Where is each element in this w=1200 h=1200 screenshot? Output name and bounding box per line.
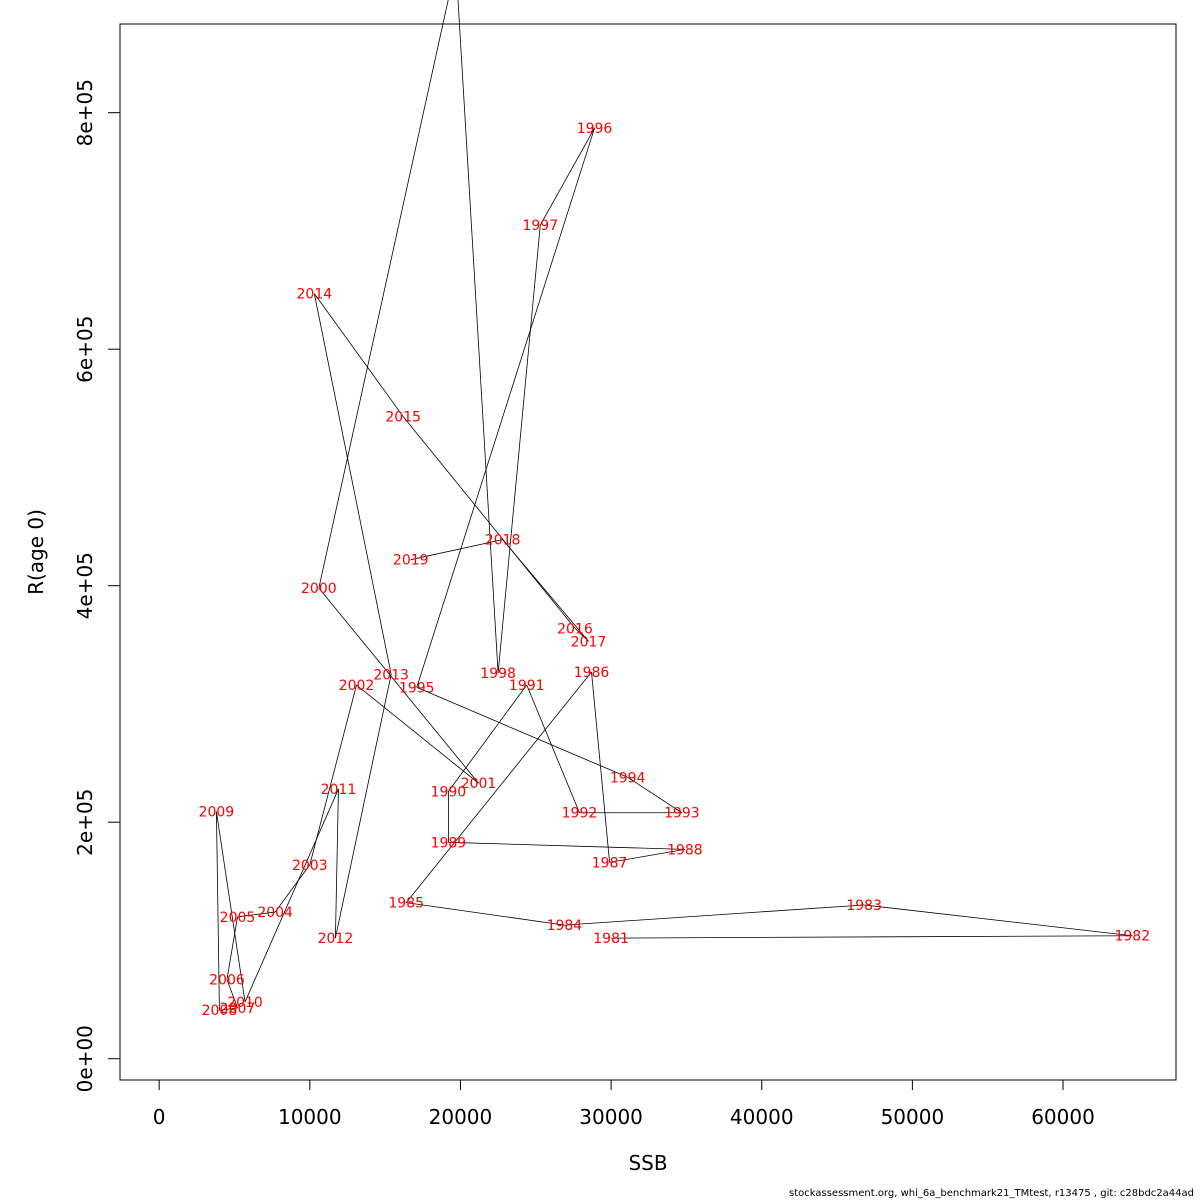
point-label: 2013	[373, 667, 409, 683]
series-segment	[611, 935, 1133, 939]
point-label: 2015	[385, 410, 421, 426]
point-label: 2001	[461, 776, 497, 792]
x-tick-label: 10000	[278, 1105, 342, 1129]
point-label: 1998	[480, 666, 516, 682]
point-label: 2007	[220, 1001, 256, 1017]
series-segment	[406, 902, 565, 926]
plot-frame	[119, 23, 1177, 1081]
point-label: 1993	[664, 806, 700, 822]
y-tick-label: 0e+00	[73, 1025, 97, 1092]
x-tick-label: 20000	[429, 1105, 493, 1129]
series-segment	[237, 911, 276, 918]
x-tick-label: 30000	[579, 1105, 643, 1129]
point-label: 2004	[257, 905, 293, 921]
series-segment	[410, 539, 503, 561]
series-segment	[274, 864, 311, 913]
series-segment	[402, 416, 576, 629]
footer-note: stockassessment.org, whi_6a_benchmark21_…	[789, 1188, 1194, 1199]
point-label: 2008	[202, 1003, 238, 1019]
point-labels: 1981 1982 1983 1984 1985 1986 1987 1988 1989 1990…	[199, 121, 1151, 1019]
point-label: 1995	[399, 680, 435, 696]
point-label: 1988	[667, 842, 703, 858]
point-label: 1997	[522, 218, 558, 234]
series-segment	[405, 671, 592, 903]
series-segment	[226, 979, 238, 1009]
point-label: 1991	[509, 678, 545, 694]
x-tick-label: 60000	[1031, 1105, 1095, 1129]
series-segment	[356, 684, 479, 784]
series-segment	[526, 684, 580, 813]
series-segment	[226, 916, 238, 980]
series-segment	[335, 789, 339, 939]
series-segment	[318, 0, 449, 589]
series-segment	[457, 0, 499, 674]
point-label: 2014	[297, 287, 333, 303]
point-label: 2011	[321, 782, 357, 798]
point-label: 1994	[610, 770, 646, 786]
point-label: 1984	[547, 918, 583, 934]
point-label: 1996	[577, 121, 613, 137]
x-tick-label: 50000	[881, 1105, 945, 1129]
series-segment	[864, 904, 1133, 937]
series-segment	[627, 776, 683, 814]
point-label: 1983	[846, 898, 882, 914]
series-segment	[497, 224, 541, 674]
point-label: 2019	[393, 553, 429, 569]
point-label: 1982	[1114, 929, 1150, 945]
point-label: 1986	[574, 665, 610, 681]
series-segment	[219, 1007, 238, 1011]
x-tick-label: 0	[153, 1105, 166, 1129]
point-label: 1989	[431, 835, 467, 851]
point-label: 2006	[209, 972, 245, 988]
series-segment	[216, 811, 220, 1011]
series-segment	[216, 811, 246, 1003]
x-tick-label: 40000	[730, 1105, 794, 1129]
point-label: 2002	[339, 678, 375, 694]
y-axis-title: R(age 0)	[24, 509, 48, 595]
point-label: 2010	[227, 995, 263, 1011]
point-label: 2003	[292, 858, 328, 874]
point-label: 2017	[571, 634, 607, 650]
series-segment	[564, 904, 865, 926]
series-segment	[448, 841, 685, 850]
series-segment	[416, 127, 595, 688]
point-label: 2009	[199, 805, 235, 821]
y-tick-label: 8e+05	[73, 79, 97, 146]
series-segment	[309, 684, 357, 865]
series-segment	[591, 671, 610, 863]
point-label: 1985	[388, 896, 424, 912]
point-label: 1992	[562, 806, 598, 822]
y-tick-label: 4e+05	[73, 552, 97, 619]
point-label: 1987	[592, 855, 628, 871]
y-tick-label: 6e+05	[73, 316, 97, 383]
point-label: 2005	[220, 910, 256, 926]
series-segment	[416, 687, 628, 778]
point-label: 2000	[301, 581, 337, 597]
y-axis: 0e+00 2e+05 4e+05 6e+05 8e+05	[73, 79, 121, 1092]
series-segment	[318, 587, 479, 784]
series-segment	[502, 539, 589, 642]
y-tick-label: 2e+05	[73, 789, 97, 856]
series-segment	[539, 127, 595, 226]
x-axis-title: SSB	[628, 1151, 667, 1175]
point-label: 1981	[593, 931, 629, 947]
point-label: 2012	[318, 931, 354, 947]
series-segment	[335, 674, 392, 939]
point-label: 2018	[485, 533, 521, 549]
series-segment	[313, 293, 392, 675]
point-label: 2016	[557, 621, 593, 637]
x-axis: 0 10000 20000 30000 40000 50000 60000	[153, 1079, 1095, 1129]
series-segment	[448, 684, 528, 792]
point-label: 1990	[431, 784, 467, 800]
series-segment	[314, 293, 404, 417]
series-segment	[609, 849, 685, 863]
series-segment	[244, 788, 339, 1003]
series-line	[216, 0, 1133, 1011]
